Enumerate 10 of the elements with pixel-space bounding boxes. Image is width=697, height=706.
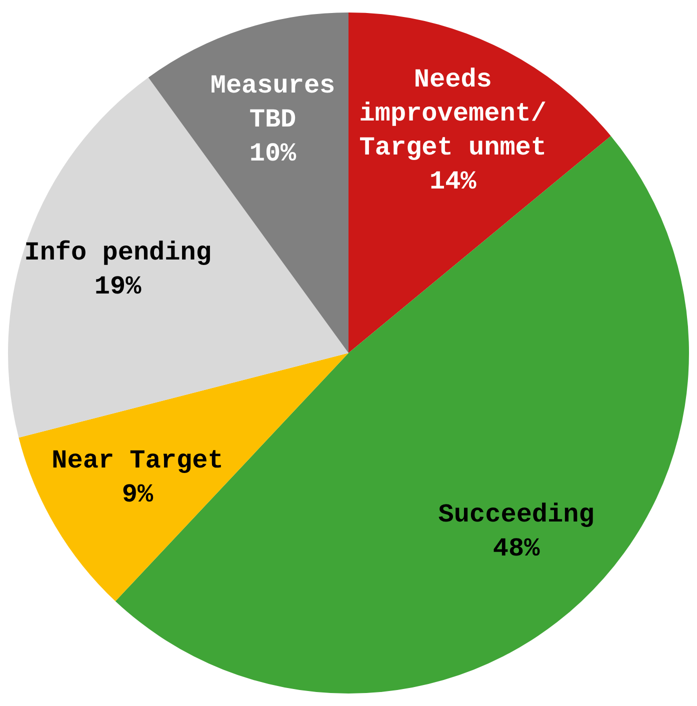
data-label: 10% [249,138,297,168]
slice-label: Measures TBD [210,70,336,134]
data-label: 48% [492,533,540,564]
slice-label: Info pending [24,238,212,268]
data-label: 9% [122,479,154,510]
data-label: 19% [94,272,142,302]
data-label: 14% [429,166,477,197]
slice-label: Near Target [52,445,224,476]
slice-label: Needs improvement/ Target unmet [359,64,546,163]
slice-label: Succeeding [438,499,594,530]
